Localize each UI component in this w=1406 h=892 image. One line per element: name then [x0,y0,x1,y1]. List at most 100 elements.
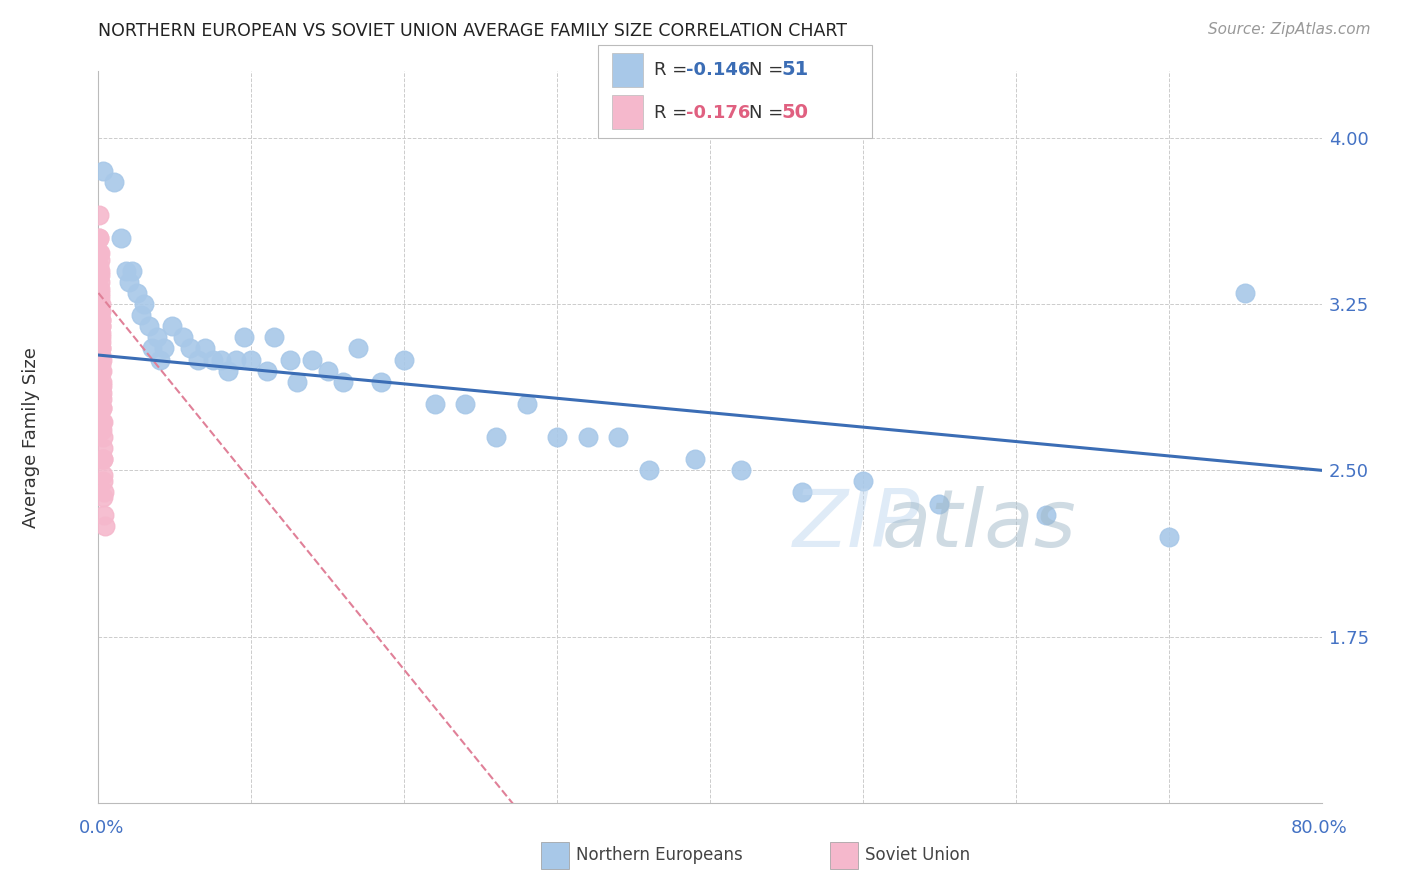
Point [285,375,308,389]
Point [90,375,112,389]
Point [172,330,194,344]
Point [225,352,247,367]
Point [91,452,114,467]
Point [89,303,111,318]
Text: ZIP: ZIP [793,486,921,564]
Text: R =: R = [654,104,693,122]
Point [240,352,263,367]
Point [790,485,813,500]
Text: 51: 51 [782,61,808,79]
Point [89,230,111,244]
Point [179,342,201,356]
Point [90,357,112,371]
Point [209,352,232,367]
Point [89,230,111,244]
Point [91,441,114,455]
Text: 50: 50 [782,103,808,122]
Point [91,430,114,444]
Point [160,319,183,334]
Point [347,342,370,356]
Point [90,326,112,340]
Text: Soviet Union: Soviet Union [865,847,970,864]
Point [93,485,115,500]
Text: N =: N = [749,104,789,122]
Text: 0.0%: 0.0% [79,819,124,837]
Point [1157,530,1180,544]
Point [194,342,217,356]
Point [607,430,630,444]
Text: -0.146: -0.146 [686,61,751,78]
Point [118,275,141,289]
Point [90,319,112,334]
Point [370,375,392,389]
Point [90,352,112,367]
Point [90,330,112,344]
Point [138,319,160,334]
Point [423,397,446,411]
Point [89,290,111,304]
Point [90,334,112,349]
Point [91,164,114,178]
Point [91,385,114,400]
Point [89,285,111,300]
Point [89,268,111,283]
Point [316,363,339,377]
Point [90,319,112,334]
Point [683,452,706,467]
Point [263,330,285,344]
Text: 80.0%: 80.0% [1291,819,1347,837]
Point [129,308,152,322]
Point [516,397,538,411]
Point [91,467,114,482]
Point [110,230,132,244]
Point [89,252,111,267]
Point [90,303,112,318]
Point [89,209,111,223]
Point [730,463,752,477]
Point [89,282,111,296]
Point [90,312,112,326]
Point [93,490,115,504]
Text: NORTHERN EUROPEAN VS SOVIET UNION AVERAGE FAMILY SIZE CORRELATION CHART: NORTHERN EUROPEAN VS SOVIET UNION AVERAG… [98,22,848,40]
Point [89,246,111,260]
Point [392,352,416,367]
Point [91,415,114,429]
Point [145,330,167,344]
Point [91,401,114,416]
Text: -0.176: -0.176 [686,104,751,122]
Point [103,175,125,189]
Point [90,312,112,326]
Point [141,342,163,356]
Point [256,363,278,377]
Point [121,264,143,278]
Point [93,518,115,533]
Point [93,508,115,522]
Point [90,392,112,407]
Point [91,475,114,489]
Point [90,363,112,377]
Point [91,415,114,429]
Text: N =: N = [749,61,789,78]
Point [232,330,254,344]
Point [90,297,112,311]
Point [90,348,112,362]
Point [1035,508,1057,522]
Point [202,352,225,367]
Point [217,363,239,377]
Point [91,424,114,438]
Point [576,430,599,444]
Point [153,342,176,356]
Point [546,430,568,444]
Text: Northern Europeans: Northern Europeans [576,847,744,864]
Point [89,308,111,322]
Point [91,379,114,393]
Point [134,297,156,311]
Point [852,475,875,489]
Point [454,397,477,411]
Text: Average Family Size: Average Family Size [22,347,41,527]
Point [278,352,301,367]
Text: R =: R = [654,61,693,78]
Point [149,352,172,367]
Point [89,275,111,289]
Point [332,375,354,389]
